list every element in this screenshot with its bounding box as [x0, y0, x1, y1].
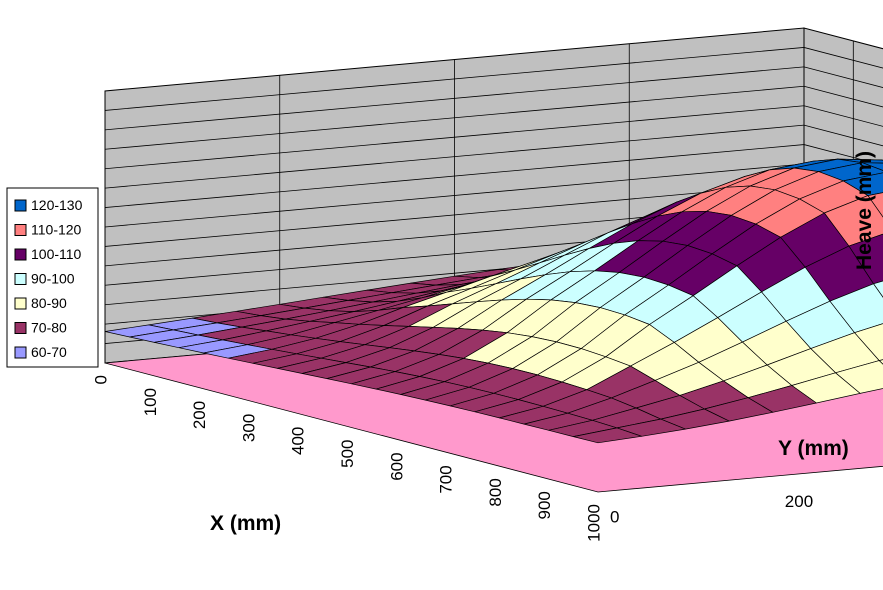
x-tick-label: 100 [141, 388, 160, 416]
x-tick-label: 700 [437, 465, 456, 493]
legend-label: 70-80 [31, 320, 67, 336]
x-tick-label: 800 [486, 478, 505, 506]
x-tick-label: 200 [190, 401, 209, 429]
surface-mesh [104, 158, 883, 444]
surface-cell [572, 427, 643, 444]
legend-label: 100-110 [31, 246, 82, 262]
surface-cell [867, 192, 883, 218]
x-tick-label: 0 [91, 375, 110, 384]
legend-swatch [14, 248, 27, 261]
surface-cell [873, 280, 883, 298]
legend-swatch [14, 273, 27, 285]
y-tick-label: 0 [610, 507, 619, 526]
legend: 120-130 110-120 100-110 90-100 80-90 70-80 60-… [6, 187, 99, 368]
legend-swatch [14, 199, 27, 212]
legend-label: 90-100 [31, 271, 75, 287]
y-axis-ticks: 0200400600800 [610, 492, 813, 527]
legend-swatch [14, 322, 27, 334]
legend-label: 120-130 [31, 197, 83, 213]
z-axis-title: Heave (mm) [853, 151, 876, 270]
x-axis-ticks: 0 100 200 300 400 500 600 700 800 900 1000 [91, 375, 603, 542]
legend-swatch [14, 297, 27, 310]
legend-label: 60-70 [31, 344, 67, 360]
y-axis-title: Y (mm) [778, 437, 849, 460]
x-axis-title: X (mm) [210, 512, 281, 535]
legend-swatch [14, 346, 27, 359]
x-tick-label: 400 [289, 427, 308, 455]
x-tick-label: 600 [387, 452, 406, 480]
x-tick-label: 300 [239, 414, 258, 442]
x-tick-label: 1000 [584, 504, 603, 542]
legend-label: 110-120 [31, 222, 82, 238]
x-tick-label: 900 [535, 491, 554, 519]
y-tick-label: 200 [785, 492, 813, 511]
legend-label: 80-90 [31, 295, 67, 311]
x-tick-label: 500 [338, 440, 357, 468]
legend-swatch [14, 224, 27, 236]
